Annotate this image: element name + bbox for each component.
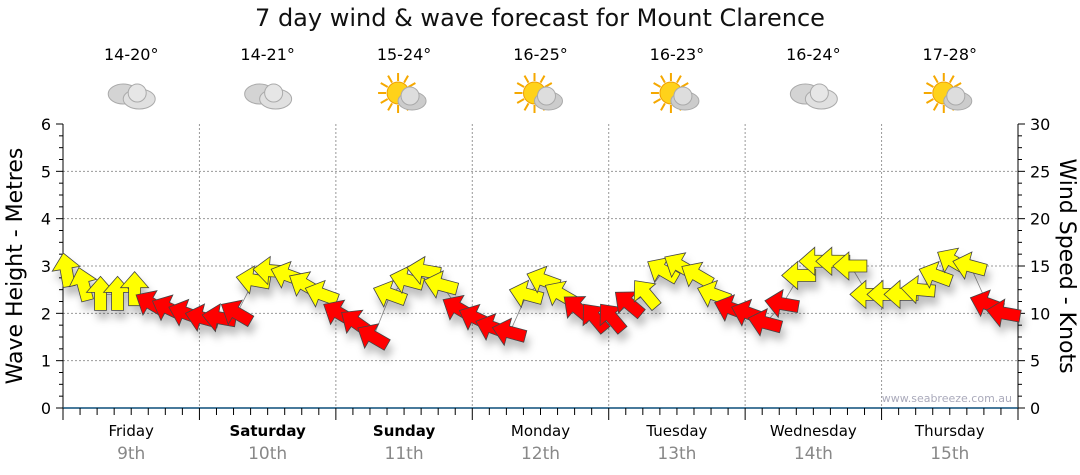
sun-ray <box>380 98 389 104</box>
cloudy-icon <box>107 83 156 110</box>
sun-ray <box>653 98 662 104</box>
date-label: 11th <box>385 444 424 464</box>
temperature-label: 14-20° <box>104 45 159 64</box>
date-label: 10th <box>248 444 287 464</box>
partly-sunny-icon <box>514 73 563 113</box>
right-axis-label: Wind Speed - Knots <box>1054 158 1079 373</box>
wind-arrows <box>51 246 1022 351</box>
sun-ray <box>680 82 689 88</box>
sun-ray <box>516 82 525 88</box>
sun-ray <box>387 102 393 111</box>
sun-ray <box>925 82 934 88</box>
wind-arrow <box>235 265 272 295</box>
sun-ray <box>539 75 546 84</box>
date-label: 14th <box>794 444 833 464</box>
wind-arrow <box>372 279 409 308</box>
left-axis-label: Wave Height - Metres <box>3 148 28 385</box>
date-label: 9th <box>117 444 145 464</box>
sun-ray <box>953 82 962 88</box>
partly-sunny-icon <box>923 73 973 113</box>
right-tick-label: 15 <box>1030 257 1050 276</box>
day-label: Wednesday <box>770 422 857 440</box>
temperature-label: 16-25° <box>513 45 568 64</box>
sun-ray <box>407 82 416 88</box>
partly-sunny-icon <box>650 73 700 113</box>
wind-arrow <box>900 274 936 305</box>
temperature-label: 16-24° <box>786 45 841 64</box>
right-tick-label: 0 <box>1030 399 1040 418</box>
day-label: Friday <box>108 422 154 440</box>
sun-ray <box>660 75 666 84</box>
chart-title: 7 day wind & wave forecast for Mount Cla… <box>255 4 825 32</box>
cloud <box>127 83 147 103</box>
cloud <box>264 83 284 103</box>
sun-ray <box>380 82 389 88</box>
cloud <box>400 86 420 106</box>
cloud <box>673 86 693 106</box>
left-tick-label: 2 <box>41 304 51 323</box>
left-tick-label: 6 <box>41 115 51 134</box>
sun-ray <box>387 75 393 84</box>
day-label: Saturday <box>229 422 306 440</box>
cloudy-icon <box>244 83 293 110</box>
partly-sunny-icon <box>378 73 427 113</box>
sun-ray <box>925 98 934 104</box>
date-label: 15th <box>930 444 969 464</box>
date-label: 13th <box>657 444 696 464</box>
wind-arrow <box>304 279 340 308</box>
right-tick-label: 10 <box>1030 304 1050 323</box>
cloudy-icon <box>789 83 838 110</box>
temperature-label: 15-24° <box>377 45 432 64</box>
wind-arrow <box>764 288 800 319</box>
temperature-label: 16-23° <box>650 45 705 64</box>
day-label: Thursday <box>914 422 985 440</box>
right-tick-label: 5 <box>1030 352 1040 371</box>
wind-arrow <box>423 270 460 299</box>
day-label: Monday <box>511 422 570 440</box>
sun-ray <box>523 102 530 111</box>
sun-ray <box>676 75 682 84</box>
wind-arrow <box>781 260 817 291</box>
sun-ray <box>544 82 553 88</box>
wind-arrow <box>68 266 98 303</box>
day-label: Tuesday <box>645 422 707 440</box>
wind-arrow <box>832 251 868 281</box>
wind-arrow <box>491 317 528 347</box>
left-tick-label: 3 <box>41 257 51 276</box>
day-label: Sunday <box>373 422 436 440</box>
sun-ray <box>932 75 939 84</box>
sun-ray <box>523 75 530 84</box>
wind-arrow <box>357 323 391 351</box>
sun-ray <box>932 102 939 111</box>
wind-arrow <box>952 251 988 280</box>
date-label: 12th <box>521 444 560 464</box>
sun-ray <box>948 75 955 84</box>
left-tick-label: 0 <box>41 399 51 418</box>
sun-ray <box>653 82 662 88</box>
right-tick-label: 20 <box>1030 210 1050 229</box>
left-tick-label: 1 <box>41 352 51 371</box>
wind-arrow <box>220 299 255 328</box>
wind-arrow <box>747 308 784 337</box>
sun-ray <box>516 98 525 104</box>
left-tick-label: 5 <box>41 162 51 181</box>
wind-arrow <box>633 280 662 312</box>
temperature-label: 17-28° <box>923 45 978 64</box>
right-tick-label: 30 <box>1030 115 1050 134</box>
cloud <box>537 86 556 106</box>
watermark: www.seabreeze.com.au <box>882 392 1012 405</box>
wind-arrow <box>986 298 1022 328</box>
right-tick-label: 25 <box>1030 162 1050 181</box>
wind-arrow <box>508 279 545 309</box>
temperature-label: 14-21° <box>240 45 295 64</box>
left-tick-label: 4 <box>41 210 51 229</box>
sun-ray <box>403 75 409 84</box>
sun-ray <box>660 102 666 111</box>
cloud <box>809 83 829 103</box>
cloud <box>946 86 966 106</box>
wind-arrow <box>918 260 954 289</box>
wind-arrow <box>119 271 150 307</box>
